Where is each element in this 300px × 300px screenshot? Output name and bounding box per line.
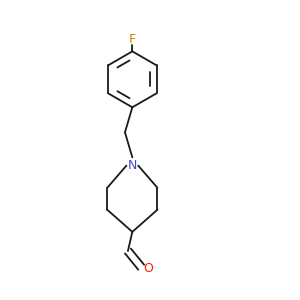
Text: O: O <box>144 262 154 275</box>
Text: F: F <box>129 33 136 46</box>
Text: N: N <box>128 159 137 172</box>
